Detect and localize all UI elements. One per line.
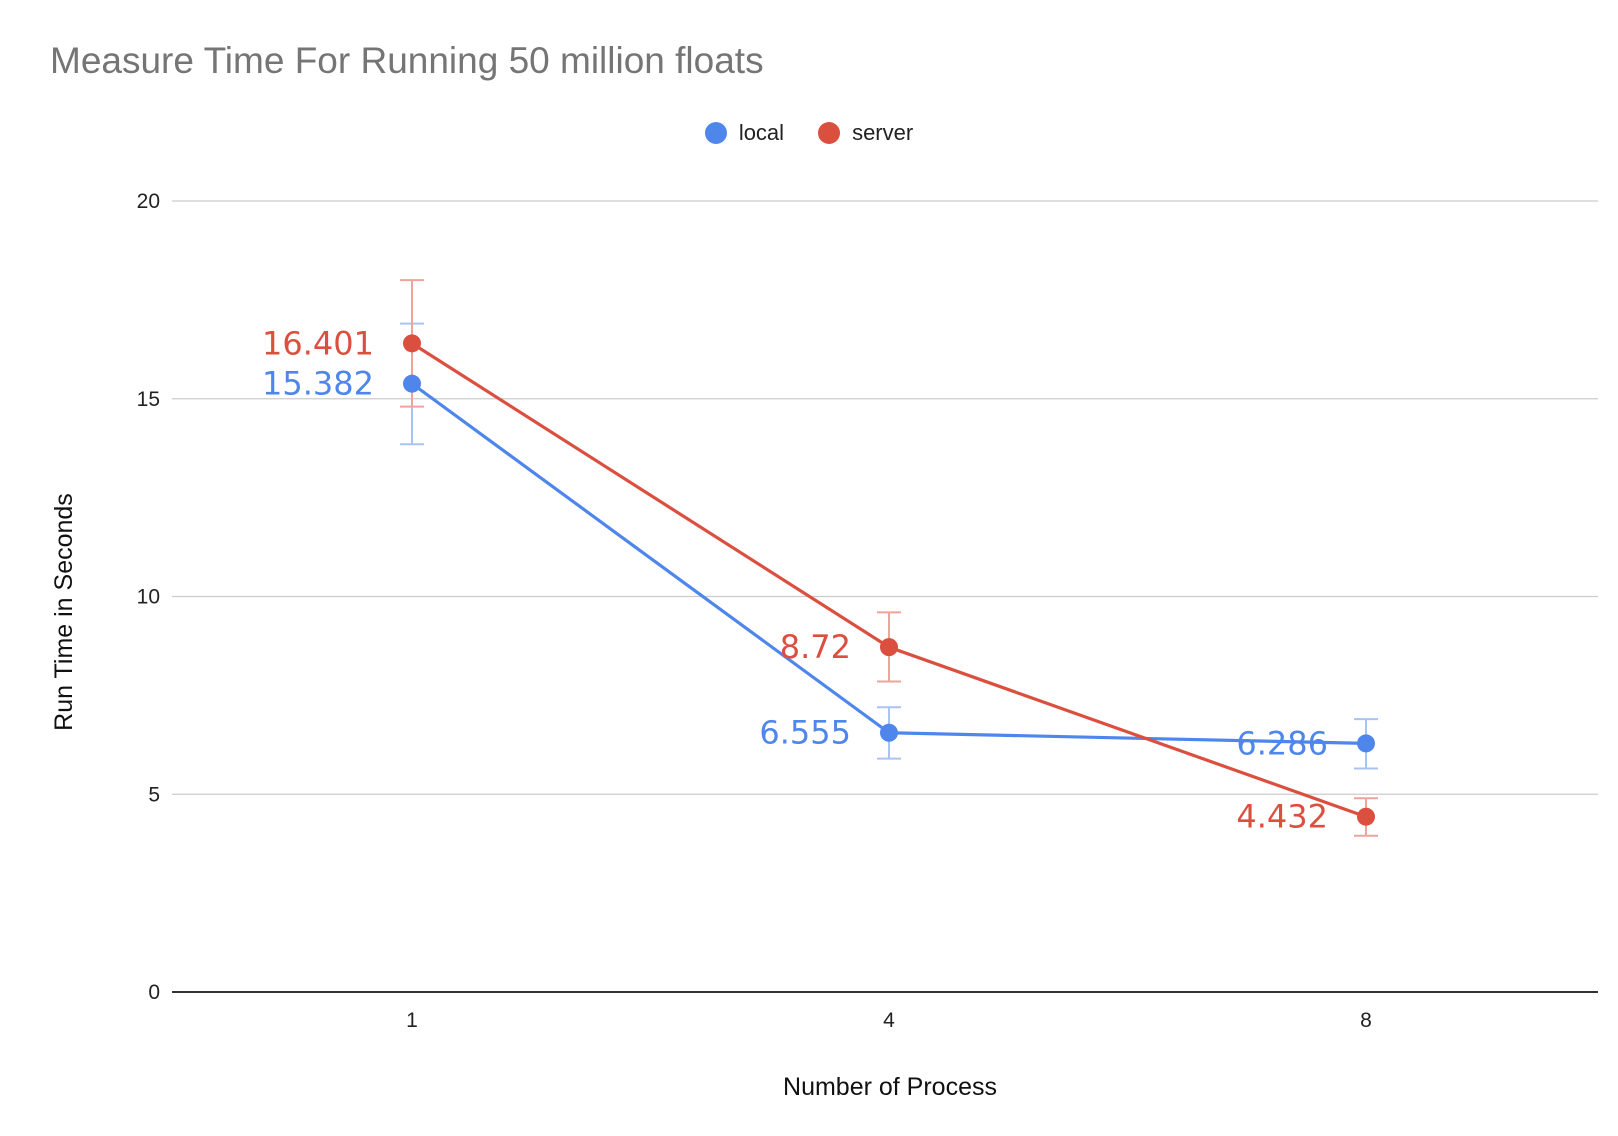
legend: local server — [0, 120, 1618, 146]
legend-item-server[interactable]: server — [818, 120, 913, 146]
y-axis-ticks: 0 5 10 15 20 — [137, 190, 160, 1004]
data-point-server — [1357, 807, 1375, 826]
x-tick-label: 1 — [406, 1009, 418, 1032]
legend-label-local: local — [738, 120, 785, 145]
x-tick-label: 4 — [883, 1009, 895, 1032]
data-point-local — [880, 723, 898, 742]
data-label-server: 8.72 — [780, 628, 851, 666]
x-axis-title: Number of Process — [783, 1073, 997, 1101]
data-label-server: 16.401 — [262, 324, 374, 362]
y-tick-label: 0 — [148, 981, 160, 1004]
data-label-local: 15.382 — [262, 365, 374, 403]
error-bars — [400, 279, 1378, 837]
gridlines — [172, 200, 1598, 993]
data-points — [403, 334, 1375, 826]
data-label-local: 6.555 — [759, 714, 851, 752]
y-tick-label: 10 — [137, 586, 160, 609]
data-point-server — [403, 334, 421, 353]
y-axis-title: Run Time in Seconds — [50, 493, 78, 731]
legend-marker-server — [818, 122, 841, 144]
chart-title: Measure Time For Running 50 million floa… — [50, 40, 764, 81]
legend-item-local[interactable]: local — [704, 120, 785, 146]
data-label-local: 6.286 — [1236, 724, 1328, 762]
y-tick-label: 5 — [148, 783, 160, 806]
x-axis-ticks: 1 4 8 — [406, 1009, 1372, 1032]
data-point-server — [880, 638, 898, 657]
data-point-local — [403, 374, 421, 393]
y-tick-label: 15 — [137, 388, 160, 411]
series-line-local — [411, 382, 1367, 745]
legend-marker-local — [704, 122, 727, 144]
data-labels: 15.382 6.555 6.286 16.401 8.72 4.432 — [262, 324, 1328, 835]
data-point-local — [1357, 734, 1375, 753]
y-tick-label: 20 — [137, 190, 160, 213]
data-label-server: 4.432 — [1236, 798, 1328, 836]
legend-label-server: server — [852, 120, 914, 145]
x-tick-label: 8 — [1360, 1009, 1372, 1032]
